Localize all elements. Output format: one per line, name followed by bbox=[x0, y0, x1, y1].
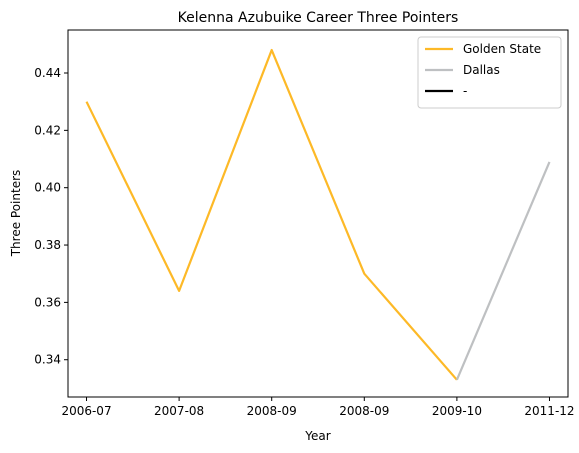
legend: Golden State Dallas - bbox=[417, 36, 562, 109]
chart-title: Kelenna Azubuike Career Three Pointers bbox=[178, 10, 459, 26]
x-tick-label: 2008-09 bbox=[339, 404, 389, 418]
y-axis-label: Three Pointers bbox=[9, 170, 23, 258]
y-tick-label: 0.36 bbox=[34, 295, 61, 309]
y-tick-label: 0.34 bbox=[34, 353, 61, 367]
x-tick-label: 2009-10 bbox=[432, 404, 482, 418]
legend-label: - bbox=[463, 84, 467, 98]
x-tick-label: 2008-09 bbox=[247, 404, 297, 418]
series-line bbox=[455, 161, 551, 381]
series-line bbox=[85, 48, 458, 381]
y-axis-ticks: 0.34 0.36 0.38 0.40 0.42 0.44 bbox=[34, 66, 68, 367]
y-tick-label: 0.42 bbox=[34, 123, 61, 137]
y-tick-label: 0.44 bbox=[34, 66, 61, 80]
x-tick-label: 2007-08 bbox=[154, 404, 204, 418]
legend-label: Dallas bbox=[463, 63, 500, 77]
y-tick-label: 0.38 bbox=[34, 238, 61, 252]
y-tick-label: 0.40 bbox=[34, 181, 61, 195]
x-axis-ticks: 2006-07 2007-08 2008-09 2008-09 2009-10 2011-… bbox=[61, 397, 575, 418]
x-tick-label: 2006-07 bbox=[61, 404, 111, 418]
legend-box bbox=[417, 36, 562, 109]
x-tick-label: 2011-12 bbox=[524, 404, 574, 418]
plot-frame bbox=[67, 29, 569, 398]
plot-lines bbox=[85, 48, 551, 381]
legend-label: Golden State bbox=[463, 42, 541, 56]
x-axis-label: Year bbox=[304, 429, 330, 443]
